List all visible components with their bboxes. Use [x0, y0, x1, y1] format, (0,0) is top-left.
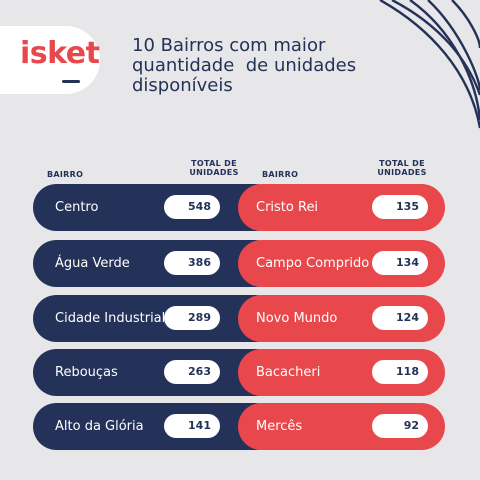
left-row-name: Água Verde: [55, 256, 130, 271]
left-row-name: Centro: [55, 200, 99, 215]
right-row-value: 134: [372, 251, 428, 275]
right-bairro-header: BAIRRO: [262, 170, 299, 179]
right-row-4: Bacacheri 118: [238, 349, 445, 396]
logo-accent: [62, 80, 80, 83]
right-row-value: 92: [372, 414, 428, 438]
right-row-3: Novo Mundo 124: [238, 295, 445, 342]
left-row-value: 548: [164, 195, 220, 219]
left-total-header: TOTAL DE UNIDADES: [184, 159, 244, 177]
right-row-2: Campo Comprido 134: [238, 240, 445, 287]
right-total-header-line-2: UNIDADES: [377, 168, 427, 177]
right-row-value: 118: [372, 360, 428, 384]
right-row-value: 124: [372, 306, 428, 330]
left-bairro-header: BAIRRO: [47, 170, 84, 179]
logo-badge: isket: [0, 26, 100, 94]
left-total-header-line-2: UNIDADES: [189, 168, 239, 177]
right-row-name: Cristo Rei: [256, 200, 319, 215]
right-total-header: TOTAL DE UNIDADES: [372, 159, 432, 177]
page-title: 10 Bairros com maior quantidade de unida…: [132, 36, 432, 96]
left-row-name: Alto da Glória: [55, 419, 144, 434]
title-line-1: 10 Bairros com maior: [132, 35, 326, 56]
left-row-5: Alto da Glória 141: [33, 403, 279, 450]
right-row-value: 135: [372, 195, 428, 219]
left-row-name: Rebouças: [55, 365, 118, 380]
title-line-2: quantidade de unidades: [132, 55, 357, 76]
right-total-header-line-1: TOTAL DE: [379, 159, 425, 168]
left-row-value: 263: [164, 360, 220, 384]
title-line-3: disponíveis: [132, 75, 233, 96]
right-row-1: Cristo Rei 135: [238, 184, 445, 231]
right-row-name: Campo Comprido: [256, 256, 370, 271]
left-row-name: Cidade Industrial: [55, 311, 166, 326]
right-row-name: Novo Mundo: [256, 311, 338, 326]
right-row-name: Bacacheri: [256, 365, 321, 380]
left-row-value: 386: [164, 251, 220, 275]
left-row-value: 141: [164, 414, 220, 438]
left-total-header-line-1: TOTAL DE: [191, 159, 237, 168]
right-row-name: Mercês: [256, 419, 303, 434]
left-row-value: 289: [164, 306, 220, 330]
right-row-5: Mercês 92: [238, 403, 445, 450]
logo-text: isket: [20, 36, 100, 71]
